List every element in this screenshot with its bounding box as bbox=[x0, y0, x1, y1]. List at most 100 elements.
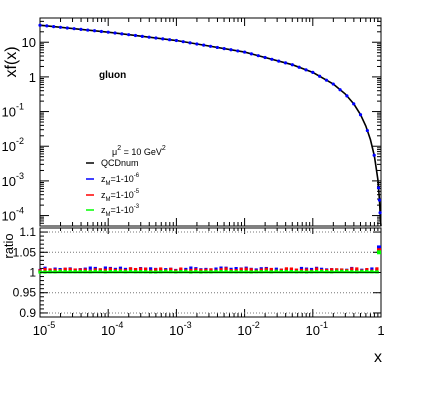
gluon-annotation: gluon bbox=[99, 70, 126, 81]
y-tick-label: 10-3 bbox=[2, 171, 24, 189]
ratio-marker-red bbox=[264, 267, 268, 271]
ratio-marker-green bbox=[138, 270, 143, 274]
ratio-marker-green bbox=[229, 270, 233, 274]
data-marker-blue bbox=[372, 153, 376, 157]
ratio-marker-green bbox=[113, 269, 118, 274]
data-marker-blue bbox=[376, 186, 381, 190]
ratio-marker-green bbox=[224, 269, 228, 274]
ratio-marker-red bbox=[63, 267, 67, 271]
ratio-marker-red bbox=[154, 268, 158, 272]
ratio-marker-blue bbox=[88, 266, 92, 270]
data-marker-blue bbox=[195, 42, 199, 46]
data-marker-blue bbox=[72, 27, 76, 31]
ratio-marker-red bbox=[304, 268, 309, 272]
ratio-marker-red bbox=[269, 267, 273, 272]
ratio-marker-green bbox=[365, 269, 369, 274]
ratio-marker-green bbox=[264, 269, 268, 273]
data-marker-blue bbox=[358, 113, 363, 117]
ratio-marker-green bbox=[355, 270, 359, 274]
data-marker-blue bbox=[188, 41, 192, 45]
legend-entry: zM=1-10-3 bbox=[101, 204, 140, 218]
ratio-marker-blue bbox=[103, 266, 107, 270]
ratio-marker-green bbox=[244, 270, 248, 274]
ratio-marker-blue bbox=[189, 266, 193, 270]
ratio-marker-blue bbox=[370, 267, 374, 271]
ratio-marker-green bbox=[108, 269, 112, 274]
data-marker-blue bbox=[270, 57, 274, 61]
ratio-marker-green bbox=[128, 269, 133, 273]
data-marker-blue bbox=[181, 40, 185, 44]
ratio-marker-red bbox=[68, 267, 72, 272]
ratio-marker-green bbox=[73, 270, 77, 274]
ratio-marker-red bbox=[78, 268, 82, 272]
ratio-marker-red bbox=[219, 268, 223, 272]
x-tick-label: 10-3 bbox=[169, 320, 191, 338]
ratio-marker-red bbox=[355, 267, 359, 271]
data-marker-blue bbox=[120, 32, 124, 36]
ratio-marker-red bbox=[375, 267, 379, 271]
data-marker-blue bbox=[65, 26, 69, 30]
ratio-marker-green bbox=[174, 270, 178, 274]
ratio-marker-green bbox=[340, 269, 344, 274]
ratio-marker-green bbox=[304, 270, 309, 274]
ratio-marker-blue bbox=[149, 267, 153, 271]
data-marker-blue bbox=[318, 74, 322, 78]
data-marker-blue bbox=[331, 82, 335, 86]
ratio-marker-red bbox=[128, 267, 133, 271]
ratio-marker-blue bbox=[309, 267, 314, 272]
ratio-marker-red bbox=[83, 268, 87, 272]
ratio-marker-green bbox=[103, 270, 107, 274]
qcdnum-curve bbox=[39, 24, 382, 227]
ratio-marker-red bbox=[224, 267, 228, 271]
ratio-marker-green bbox=[133, 270, 138, 274]
data-marker-blue bbox=[229, 48, 233, 52]
y-tick-label: 10-4 bbox=[2, 206, 24, 224]
y-tick-label: 10-2 bbox=[2, 136, 24, 154]
data-marker-blue bbox=[58, 25, 63, 29]
ratio-marker-green bbox=[123, 270, 128, 274]
ratio-marker-red bbox=[209, 268, 213, 272]
ratio-y-tick-label: 0.9 bbox=[19, 306, 36, 320]
ratio-marker-green bbox=[234, 270, 238, 274]
data-marker-blue bbox=[352, 102, 356, 106]
data-marker-blue bbox=[263, 55, 267, 60]
y-tick-label: 10 bbox=[22, 35, 36, 50]
ratio-marker-green bbox=[118, 269, 123, 273]
data-marker-blue bbox=[154, 36, 158, 40]
data-marker-blue bbox=[113, 31, 117, 35]
ratio-marker-red bbox=[365, 267, 369, 272]
data-marker-blue bbox=[127, 33, 131, 37]
ratio-marker-green bbox=[88, 270, 92, 274]
data-marker-blue bbox=[290, 63, 294, 67]
ratio-marker-green bbox=[78, 270, 82, 274]
ratio-marker-red bbox=[179, 267, 183, 271]
data-marker-blue bbox=[38, 23, 42, 27]
ratio-marker-red bbox=[239, 267, 243, 271]
ratio-marker-green bbox=[325, 269, 329, 274]
data-marker-blue bbox=[45, 24, 49, 28]
data-marker-blue bbox=[345, 94, 349, 98]
ratio-y-tick-label: 0.95 bbox=[13, 286, 37, 300]
data-marker-blue bbox=[147, 35, 151, 39]
ratio-marker-green bbox=[38, 270, 42, 274]
ratio-marker-green bbox=[309, 270, 314, 274]
ratio-marker-red bbox=[138, 267, 143, 271]
x-tick-label: 10-4 bbox=[101, 320, 123, 338]
ratio-y-tick-label: 1.05 bbox=[13, 245, 37, 259]
data-marker-blue bbox=[99, 29, 103, 34]
ratio-marker-green bbox=[269, 270, 273, 274]
ratio-marker-green bbox=[330, 270, 334, 274]
ratio-marker-green bbox=[63, 270, 67, 274]
data-marker-blue bbox=[324, 78, 329, 82]
ratio-marker-green bbox=[239, 270, 243, 274]
ratio-marker-red bbox=[199, 268, 203, 272]
ratio-marker-red bbox=[244, 267, 248, 271]
ratio-marker-red bbox=[377, 248, 381, 253]
ratio-marker-red bbox=[159, 267, 163, 271]
ratio-marker-green bbox=[370, 270, 374, 274]
ratio-marker-green bbox=[219, 269, 223, 274]
data-marker-blue bbox=[92, 29, 97, 33]
data-marker-blue bbox=[208, 44, 213, 48]
ratio-marker-red bbox=[284, 267, 288, 271]
